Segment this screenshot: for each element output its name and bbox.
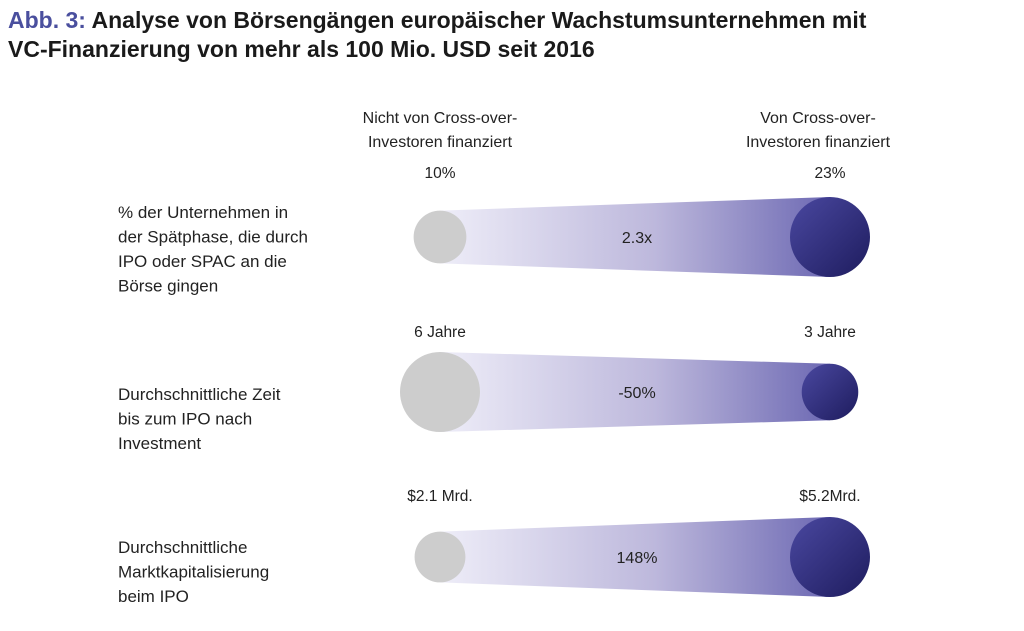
row-label-line: % der Unternehmen in [118, 203, 288, 222]
column-header-right: Investoren finanziert [746, 134, 891, 151]
row-label-line: bis zum IPO nach [118, 410, 252, 429]
row-label-line: beim IPO [118, 587, 189, 606]
left-value-label: 6 Jahre [414, 324, 466, 341]
chart-row: 10% 23% 2.3x % der Unternehmen in der Spätph… [118, 165, 870, 296]
right-bubble [790, 197, 870, 277]
left-value-label: 10% [424, 165, 455, 182]
row-label-line: Durchschnittliche [118, 538, 247, 557]
figure-number: Abb. 3: [8, 7, 86, 33]
column-headers: Nicht von Cross-over- Investoren finanzie… [363, 110, 891, 151]
chart-title: Abb. 3: Analyse von Börsengängen europäi… [8, 6, 1018, 64]
row-label-line: IPO oder SPAC an die [118, 252, 287, 271]
change-label: 148% [617, 550, 658, 567]
comparison-band [440, 352, 830, 432]
right-value-label: $5.2Mrd. [799, 488, 860, 505]
row-label-line: Investment [118, 434, 201, 453]
change-label: -50% [618, 385, 655, 402]
column-header-right: Von Cross-over- [760, 110, 876, 127]
title-line-1: Analyse von Börsengängen europäischer Wa… [91, 7, 867, 33]
right-bubble [790, 517, 870, 597]
left-bubble [414, 531, 466, 583]
left-bubble [400, 352, 480, 432]
left-value-label: $2.1 Mrd. [407, 488, 472, 505]
chart-row: $2.1 Mrd. $5.2Mrd. 148% Durchschnittliche Ma… [118, 488, 870, 606]
column-header-left: Nicht von Cross-over- [363, 110, 518, 127]
right-bubble [801, 363, 859, 421]
row-label-line: Marktkapitalisierung [118, 563, 269, 582]
title-line-2: VC-Finanzierung von mehr als 100 Mio. US… [8, 36, 595, 62]
row-label-line: der Spätphase, die durch [118, 228, 308, 247]
chart-rows: 10% 23% 2.3x % der Unternehmen in der Spätph… [118, 165, 870, 606]
chart-row: 6 Jahre 3 Jahre -50% Durchschnittliche Zeit… [118, 324, 859, 453]
left-bubble [413, 210, 467, 264]
change-label: 2.3x [622, 230, 652, 247]
comparison-band [440, 197, 830, 277]
row-label-line: Durchschnittliche Zeit [118, 385, 281, 404]
row-label-line: Börse gingen [118, 277, 218, 296]
right-value-label: 23% [814, 165, 845, 182]
right-value-label: 3 Jahre [804, 324, 856, 341]
comparison-band [440, 517, 830, 597]
column-header-left: Investoren finanziert [368, 134, 513, 151]
